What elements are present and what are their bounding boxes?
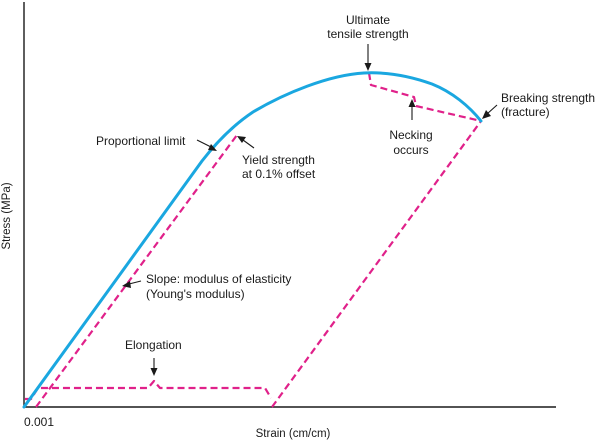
necking-label-line2: occurs bbox=[393, 143, 428, 157]
stress-strain-curve bbox=[22, 71, 483, 409]
breaking-label-line1: Breaking strength bbox=[501, 91, 595, 105]
necking-arrow bbox=[408, 99, 416, 120]
elongation-bracket bbox=[25, 379, 272, 401]
y-axis-title: Stress (MPa) bbox=[1, 182, 13, 249]
slope-label-line2: (Young's modulus) bbox=[146, 287, 245, 301]
proportional-arrow bbox=[196, 139, 217, 151]
ultimate-label-line1: Ultimate bbox=[346, 13, 390, 27]
yield-label-line2: at 0.1% offset bbox=[242, 167, 316, 181]
elongation-label: Elongation bbox=[125, 338, 182, 352]
slope-arrow bbox=[122, 280, 142, 288]
ultimate-arrow bbox=[364, 44, 372, 71]
x-tick-label: 0.001 bbox=[24, 415, 54, 429]
fracture-offset-line bbox=[271, 120, 482, 408]
slope-label-line1: Slope: modulus of elasticity bbox=[146, 272, 291, 286]
breaking-label-line2: (fracture) bbox=[501, 105, 550, 119]
yield-arrow bbox=[237, 136, 255, 149]
ultimate-label-line2: tensile strength bbox=[327, 27, 408, 41]
offset-line bbox=[35, 134, 238, 408]
necking-bracket bbox=[367, 72, 482, 123]
necking-label-line1: Necking bbox=[389, 128, 432, 142]
x-axis-title: Strain (cm/cm) bbox=[256, 428, 331, 440]
yield-label-line1: Yield strength bbox=[242, 153, 315, 167]
elongation-arrow bbox=[150, 358, 158, 376]
breaking-arrow bbox=[482, 104, 498, 119]
proportional-limit-label: Proportional limit bbox=[96, 134, 186, 148]
